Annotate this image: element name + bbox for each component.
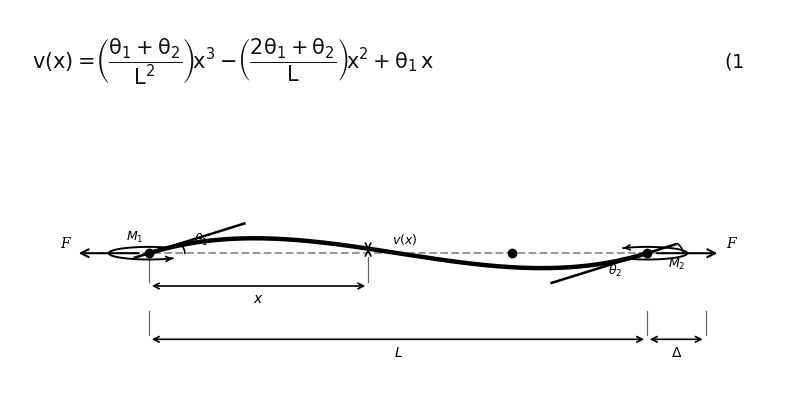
Text: $M_1$: $M_1$	[126, 229, 143, 244]
Text: $M_2$: $M_2$	[668, 256, 685, 272]
Text: F: F	[60, 236, 69, 250]
Text: $v(x)$: $v(x)$	[392, 231, 417, 247]
Text: $\Delta$: $\Delta$	[670, 345, 682, 359]
Text: F: F	[727, 236, 736, 250]
Text: $\mathrm{v(x)=\!\left(\dfrac{\theta_1+\theta_2}{L^2}\right)\!x^3-\!\left(\dfrac{: $\mathrm{v(x)=\!\left(\dfrac{\theta_1+\t…	[32, 36, 434, 87]
Text: $\theta_2$: $\theta_2$	[608, 262, 622, 278]
Text: $\theta_1$: $\theta_1$	[193, 231, 208, 247]
Text: $x$: $x$	[253, 292, 264, 306]
Text: $L$: $L$	[393, 345, 403, 359]
Text: $(1$: $(1$	[724, 51, 744, 72]
